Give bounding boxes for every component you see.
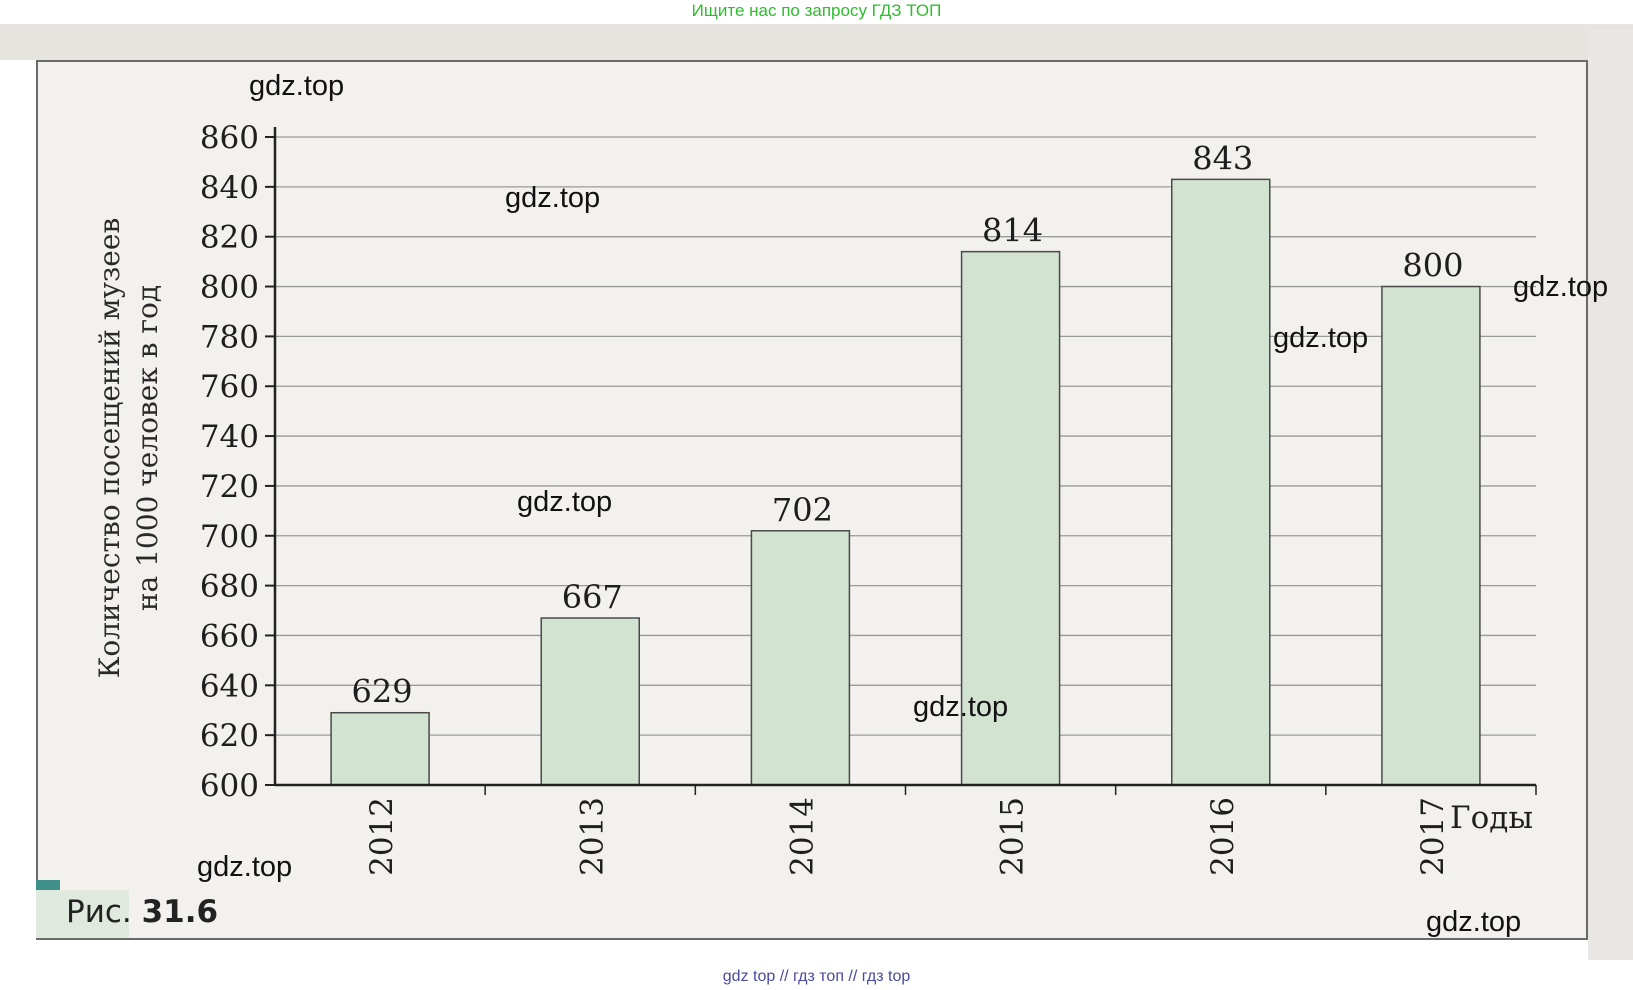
y-tick-label: 800	[200, 270, 259, 306]
page-top-strip	[0, 24, 1633, 60]
x-tick-label: 2016	[1205, 797, 1241, 876]
bar	[540, 617, 640, 786]
figure-frame	[36, 60, 1588, 940]
data-label: 667	[562, 578, 623, 616]
x-tick-label: 2014	[784, 797, 820, 876]
watermark: gdz.top	[249, 70, 345, 102]
bar	[330, 711, 430, 786]
caption-prefix: Рис.	[66, 894, 132, 930]
x-tick-label: 2012	[364, 797, 400, 876]
data-label: 800	[1402, 247, 1463, 285]
watermark: gdz.top	[1426, 906, 1522, 938]
label-layer: 600 620 640 660 680 700 720 740 760 780 800 820 840 8…	[200, 120, 1533, 876]
x-tick-label: 2013	[574, 797, 610, 876]
y-axis-title: Количество посещений музеев на 1000 чело…	[91, 165, 167, 730]
y-tick-label: 740	[200, 419, 259, 455]
y-tick-label: 780	[200, 319, 259, 355]
y-axis-title-wrap: Количество посещений музеев на 1000 чело…	[84, 165, 174, 730]
y-tick-label: 720	[200, 469, 259, 505]
y-axis-title-line2: на 1000 человек в год	[131, 284, 164, 611]
caption-box	[36, 890, 129, 938]
watermark: gdz.top	[1273, 322, 1369, 354]
y-tick-label: 640	[200, 668, 259, 704]
grid-layer	[275, 136, 1536, 736]
y-tick-label: 840	[200, 170, 259, 206]
y-tick-label: 820	[200, 220, 259, 256]
watermark: gdz.top	[1513, 271, 1609, 303]
page-edge	[1588, 30, 1633, 960]
y-tick-label: 600	[200, 768, 259, 804]
bar-layer	[330, 178, 1481, 786]
data-label: 629	[352, 673, 413, 711]
y-tick-label: 680	[200, 569, 259, 605]
watermark: gdz.top	[197, 851, 293, 883]
y-tick-label: 620	[200, 718, 259, 754]
y-tick-label: 660	[200, 618, 259, 654]
watermark: gdz.top	[505, 182, 601, 214]
y-tick-label: 700	[200, 519, 259, 555]
figure-caption: Рис. 31.6	[66, 894, 218, 930]
top-banner[interactable]: Ищите нас по запросу ГДЗ ТОП	[691, 1, 942, 20]
x-tick-label: 2017	[1415, 797, 1451, 876]
data-label: 702	[772, 491, 833, 529]
bar	[1381, 285, 1481, 786]
y-tick-label: 860	[200, 120, 259, 156]
bar	[960, 250, 1061, 786]
y-axis-title-line1: Количество посещений музеев	[93, 217, 126, 678]
y-tick-label: 760	[200, 369, 259, 405]
data-label: 814	[982, 212, 1043, 250]
data-label: 843	[1192, 139, 1253, 177]
watermark: gdz.top	[517, 486, 613, 518]
bar	[1171, 178, 1271, 786]
watermark: gdz.top	[913, 691, 1009, 723]
x-tick-label: 2015	[995, 797, 1031, 876]
bar	[750, 530, 851, 786]
caption-number: 31.6	[141, 894, 219, 930]
axis-layer	[265, 127, 1537, 795]
x-axis-title: Годы	[1450, 800, 1533, 836]
bottom-banner[interactable]: gdz top // гдз топ // гдз top	[722, 968, 911, 985]
